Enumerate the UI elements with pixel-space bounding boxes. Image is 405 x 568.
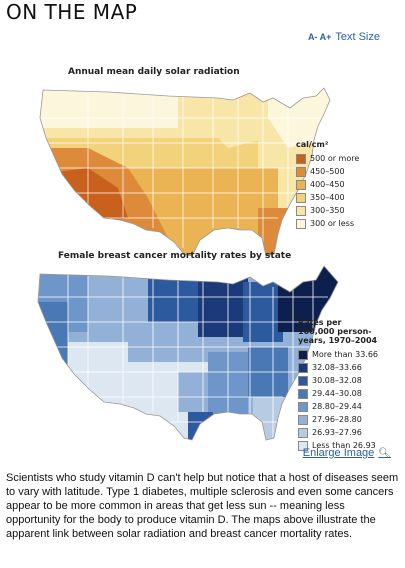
solar-map [39,87,331,257]
legend-swatch [296,166,306,177]
solar-legend-item: 500 or more [296,152,376,165]
legend-label: More than 33.66 [312,350,378,359]
cancer-legend: Rates per 100,000 person-years, 1970–200… [298,318,380,452]
legend-swatch [296,218,306,229]
legend-label: 29.44–30.08 [312,389,362,398]
cancer-legend-item: Less than 26.93 [298,439,380,452]
solar-legend-title: cal/cm² [296,140,329,149]
article-paragraph: Scientists who study vitamin D can't hel… [6,472,399,540]
legend-swatch [296,192,306,203]
cancer-legend-item: 29.44–30.08 [298,387,380,400]
legend-label: Less than 26.93 [312,441,376,450]
solar-legend: cal/cm² 500 or more 450–500 400–450 350–… [296,140,376,230]
legend-swatch [296,205,306,216]
legend-label: 300–350 [310,206,345,215]
legend-swatch [296,179,306,190]
legend-swatch [296,153,306,164]
legend-label: 300 or less [310,219,355,228]
enlarge-image-label[interactable]: Enlarge Image [302,447,375,459]
legend-swatch [298,414,308,425]
text-size-label[interactable]: Text Size [335,31,380,43]
legend-label: 500 or more [310,154,360,163]
enlarge-image-link[interactable]: Enlarge Image 🔍︎ [303,447,391,459]
solar-legend-item: 300 or less [296,217,376,230]
legend-swatch [298,349,308,360]
legend-label: 30.08–32.08 [312,376,362,385]
text-size-icon[interactable]: A- A+ [307,32,332,42]
legend-label: 27.96–28.80 [312,415,362,424]
legend-label: 400–450 [310,180,345,189]
text-size-control[interactable]: A- A+ Text Size [308,31,380,43]
legend-label: 350–400 [310,193,345,202]
cancer-legend-item: More than 33.66 [298,348,380,361]
cancer-legend-item: 30.08–32.08 [298,374,380,387]
legend-label: 450–500 [310,167,345,176]
cancer-legend-item: 26.93–27.96 [298,426,380,439]
cancer-legend-item: 32.08–33.66 [298,361,380,374]
solar-map-title: Annual mean daily solar radiation [68,67,240,77]
solar-legend-item: 450–500 [296,165,376,178]
legend-swatch [298,362,308,373]
cancer-legend-title: Rates per 100,000 person-years, 1970–200… [298,318,378,345]
cancer-legend-item: 27.96–28.80 [298,413,380,426]
magnifier-icon[interactable]: 🔍︎ [378,447,391,459]
legend-swatch [298,388,308,399]
cancer-map-title: Female breast cancer mortality rates by … [58,251,292,261]
solar-legend-item: 400–450 [296,178,376,191]
legend-label: 28.80–29.44 [312,402,362,411]
legend-swatch [298,440,308,451]
page-title: ON THE MAP [6,0,138,24]
map-figure: Annual mean daily solar radiation cal/cm… [28,60,378,451]
legend-swatch [298,375,308,386]
legend-label: 32.08–33.66 [312,363,362,372]
cancer-legend-item: 28.80–29.44 [298,400,380,413]
solar-legend-item: 300–350 [296,204,376,217]
legend-swatch [298,401,308,412]
legend-label: 26.93–27.96 [312,428,362,437]
cancer-map [37,265,339,441]
legend-swatch [298,427,308,438]
solar-legend-item: 350–400 [296,191,376,204]
